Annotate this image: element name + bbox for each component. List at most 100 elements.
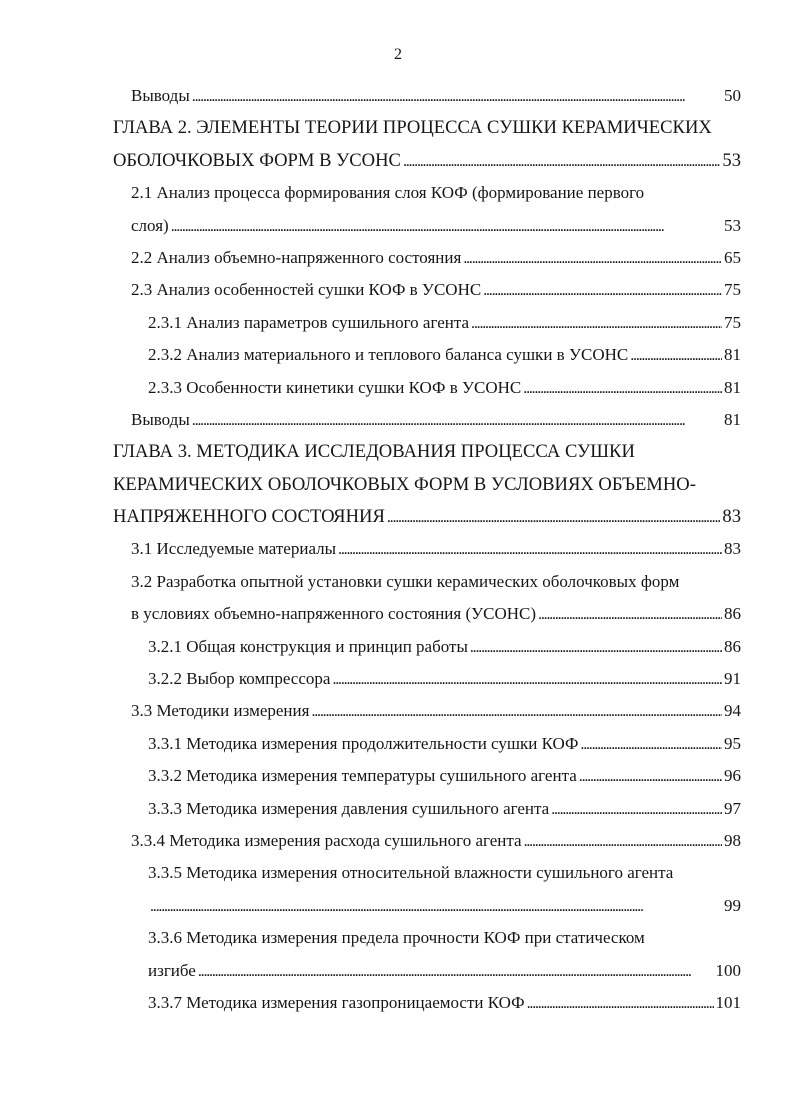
toc-entry-title: 3.2.2 Выбор компрессора [148,669,331,689]
toc-entry: 3.2.1 Общая конструкция и принцип работы… [0,631,741,663]
toc-entry-title: ГЛАВА 2. ЭЛЕМЕНТЫ ТЕОРИИ ПРОЦЕССА СУШКИ … [113,117,712,139]
toc-entry: в условиях объемно-напряженного состояни… [0,598,741,630]
dot-leader [311,695,722,727]
toc-entry-title: Выводы [131,86,190,105]
toc-page-number: 81 [724,409,741,429]
dot-leader [580,728,722,760]
toc-entry: 3.3.2 Методика измерения температуры суш… [0,760,741,792]
toc-entry: 2.3.3 Особенности кинетики сушки КОФ в У… [0,372,741,404]
toc-entry-title: 3.2.1 Общая конструкция и принцип работы [148,636,468,656]
toc-page-number: 86 [724,604,741,624]
dot-leader [538,598,722,630]
toc-entry-title: 3.3.2 Методика измерения температуры суш… [148,766,577,786]
toc-entry: 3.1 Исследуемые материалы 83 [0,533,741,565]
toc-entry: 3.3.4 Методика измерения расхода сушильн… [0,825,741,857]
toc-entry-title: 3.3.3 Методика измерения давления сушиль… [148,798,550,818]
toc-page-number: 83 [722,506,741,528]
toc-page-number: 81 [724,345,741,365]
toc-entry-title: слоя) [131,215,169,235]
page-number: 2 [394,46,402,63]
dot-leader [524,825,722,857]
toc-entry: 3.3 Методики измерения 94 [0,695,741,727]
dot-leader [630,339,722,371]
toc-page-number: 95 [724,733,741,753]
toc-entry: 2.1 Анализ процесса формирования слоя КО… [0,177,741,209]
dot-leader [579,760,722,792]
toc-page-number: 96 [724,766,741,786]
toc-page-number: 100 [715,960,742,980]
toc-page-number: 53 [722,149,741,171]
toc-page-number: 83 [724,539,741,559]
toc-entry-title: 2.1 Анализ процесса формирования слоя КО… [131,183,645,203]
toc-entry-title: 2.3.1 Анализ параметров сушильного агент… [148,312,470,332]
dot-leader [171,210,722,242]
dot-leader [192,80,722,112]
toc-entry: 3.3.5 Методика измерения относительной в… [0,857,741,889]
toc-entry: 2.3.2 Анализ материального и теплового б… [0,339,741,371]
toc-entry: изгибе 100 [0,955,741,987]
toc-entry-title: 3.2 Разработка опытной установки сушки к… [131,571,680,591]
toc-entry-title: НАПРЯЖЕННОГО СОСТОЯНИЯ [113,506,385,528]
dot-leader [463,242,722,274]
toc-entry-title: 2.3 Анализ особенностей сушки КОФ в УСОН… [131,280,482,300]
dot-leader [551,793,722,825]
toc-page-number: 65 [724,247,741,267]
toc-page-number: 97 [724,798,741,818]
toc-entry: 3.3.3 Методика измерения давления сушиль… [0,793,741,825]
toc-page-number: 75 [724,280,741,300]
toc-entry-title: 2.3.2 Анализ материального и теплового б… [148,345,629,365]
toc-entry-title: 3.1 Исследуемые материалы [131,539,337,559]
dot-leader [483,274,722,306]
toc-entry-title: 3.3 Методики измерения [131,701,310,721]
dot-leader [150,890,722,922]
toc-entry: 2.3 Анализ особенностей сушки КОФ в УСОН… [0,274,741,306]
dot-leader [332,663,722,695]
toc-entry-title: КЕРАМИЧЕСКИХ ОБОЛОЧКОВЫХ ФОРМ В УСЛОВИЯХ… [113,473,696,495]
toc-entry: ОБОЛОЧКОВЫХ ФОРМ В УСОНС 53 [0,145,741,177]
toc-entry: 3.3.6 Методика измерения предела прочнос… [0,922,741,954]
toc-entry: ГЛАВА 2. ЭЛЕМЕНТЫ ТЕОРИИ ПРОЦЕССА СУШКИ … [0,112,741,144]
toc-entry: 99 [0,890,741,922]
toc-entry: КЕРАМИЧЕСКИХ ОБОЛОЧКОВЫХ ФОРМ В УСЛОВИЯХ… [0,469,741,501]
toc-entry-title: 3.3.7 Методика измерения газопроницаемос… [148,992,525,1012]
toc-entry: 3.3.1 Методика измерения продолжительнос… [0,728,741,760]
toc-page-number: 75 [724,312,741,332]
toc-entry: 2.2 Анализ объемно-напряженного состояни… [0,242,741,274]
toc-page-number: 86 [724,636,741,656]
toc-page-number: 81 [724,377,741,397]
dot-leader [470,631,722,663]
toc-page-number: 94 [724,701,741,721]
toc-page-number: 53 [724,215,741,235]
toc-entry-title: 2.3.3 Особенности кинетики сушки КОФ в У… [148,377,522,397]
toc-entry-title: 3.3.4 Методика измерения расхода сушильн… [131,830,522,850]
dot-leader [387,501,721,533]
dot-leader [338,533,722,565]
toc-entry: ГЛАВА 3. МЕТОДИКА ИССЛЕДОВАНИЯ ПРОЦЕССА … [0,436,741,468]
toc-entry: 2.3.1 Анализ параметров сушильного агент… [0,307,741,339]
toc-page-number: 101 [715,992,742,1012]
toc-page-number: 91 [724,669,741,689]
dot-leader [527,987,714,1019]
dot-leader [198,955,714,987]
toc-page-number: 50 [724,86,741,105]
toc-entry: 3.2 Разработка опытной установки сушки к… [0,566,741,598]
toc-entry-title: 3.3.6 Методика измерения предела прочнос… [148,928,645,948]
toc-entry-title: ОБОЛОЧКОВЫХ ФОРМ В УСОНС [113,149,401,171]
dot-leader [523,372,722,404]
dot-leader [403,145,720,177]
toc-entry-title: 3.3.5 Методика измерения относительной в… [148,863,674,883]
toc-entry: Выводы 50 [0,80,741,112]
dot-leader [471,307,722,339]
toc-entry: Выводы 81 [0,404,741,436]
toc-page-number: 98 [724,830,741,850]
toc-entry: слоя) 53 [0,210,741,242]
toc-page-number: 99 [724,895,741,915]
toc-entry-title: 3.3.1 Методика измерения продолжительнос… [148,733,579,753]
toc-entry: НАПРЯЖЕННОГО СОСТОЯНИЯ 83 [0,501,741,533]
toc-entry-title: изгибе [148,960,196,980]
dot-leader [192,404,722,436]
toc-entry: 3.3.7 Методика измерения газопроницаемос… [0,987,741,1019]
toc-entry: 3.2.2 Выбор компрессора 91 [0,663,741,695]
toc-entry-title: 2.2 Анализ объемно-напряженного состояни… [131,247,462,267]
toc-entry-title: в условиях объемно-напряженного состояни… [131,604,537,624]
